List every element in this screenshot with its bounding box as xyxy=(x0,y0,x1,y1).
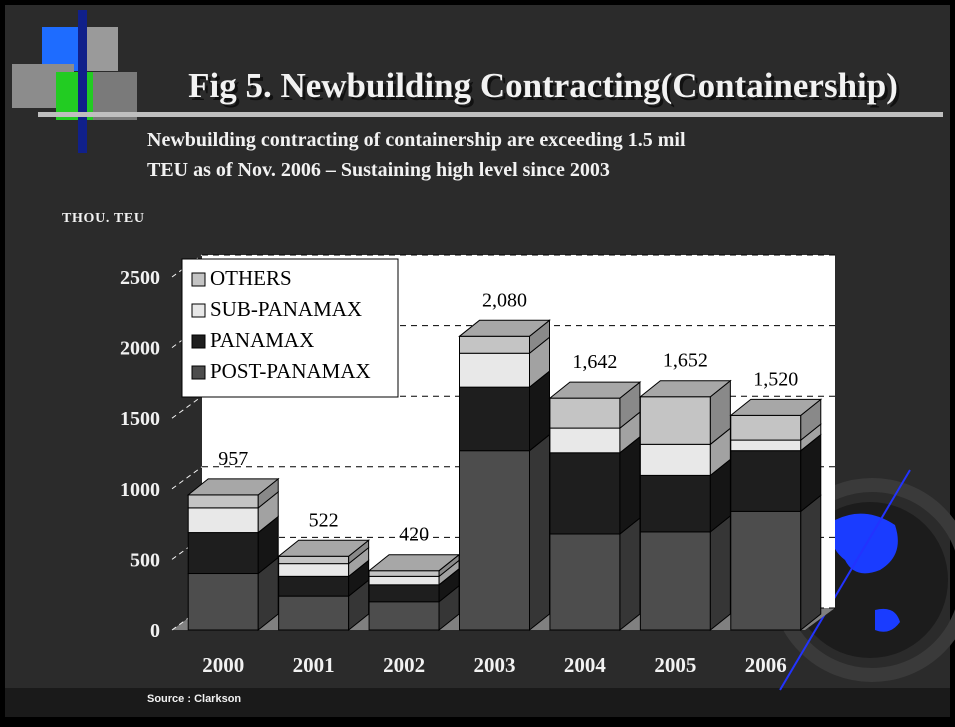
x-tick-label: 2000 xyxy=(202,653,244,677)
bar-side xyxy=(529,433,550,632)
chart-title: Fig 5. Newbuilding Contracting(Container… xyxy=(188,66,898,105)
bar-segment xyxy=(368,584,440,603)
bar-segment xyxy=(549,397,621,429)
legend-swatch xyxy=(191,334,206,349)
grid-diagonal xyxy=(171,395,203,419)
bar-segment xyxy=(730,439,802,452)
bar-segment xyxy=(459,335,530,354)
bar-segment xyxy=(730,510,802,631)
x-tick-label: 2004 xyxy=(564,653,607,677)
legend-swatch xyxy=(191,272,206,287)
total-label: 420 xyxy=(399,524,429,546)
legend-swatch xyxy=(191,303,206,318)
bar-segment xyxy=(278,555,350,565)
bar-segment xyxy=(278,563,350,577)
bar-segment xyxy=(639,443,711,476)
y-axis-label: THOU. TEU xyxy=(62,211,144,226)
globe-land xyxy=(831,513,898,574)
bar-top xyxy=(458,319,551,337)
y-tick-label: 2000 xyxy=(120,338,160,360)
plot: 0 500 1000 1500 2000 2500 957 2000 522 2001 420 200… xyxy=(120,254,835,677)
bar-segment xyxy=(459,352,530,388)
legend-box xyxy=(181,258,399,398)
legend-label: POST-PANAMAX xyxy=(210,359,371,383)
bar-segment xyxy=(730,450,802,512)
bar-segment xyxy=(549,533,621,631)
bar-top xyxy=(277,539,371,557)
x-tick-label: 2002 xyxy=(383,653,425,677)
bar-side xyxy=(619,516,641,632)
legend-label: OTHERS xyxy=(210,266,292,290)
bar-segment xyxy=(368,575,440,586)
legend-label: PANAMAX xyxy=(210,328,314,352)
bar-top xyxy=(548,381,642,399)
title-rule xyxy=(38,112,943,117)
bar-side xyxy=(800,494,822,632)
bar-segment xyxy=(368,570,440,577)
globe-land xyxy=(875,608,900,632)
x-tick-label: 2005 xyxy=(654,653,696,677)
bar-segment xyxy=(549,452,621,535)
x-tick-label: 2006 xyxy=(745,653,787,677)
title-shadow: Fig 5. Newbuilding Contracting(Container… xyxy=(191,69,901,108)
bar-segment xyxy=(459,450,530,631)
subtitle: Newbuilding contracting of containership… xyxy=(147,129,686,151)
bar-segment xyxy=(639,396,711,445)
bar-top xyxy=(638,380,732,398)
bar-segment xyxy=(278,575,350,597)
bar-segment xyxy=(549,427,621,454)
total-label: 2,080 xyxy=(482,289,527,311)
legend-label: SUB-PANAMAX xyxy=(210,297,362,321)
globe-axis xyxy=(779,469,911,691)
y-tick-label: 2500 xyxy=(120,267,160,289)
bar-segment xyxy=(187,494,259,509)
bar-segment xyxy=(730,414,802,441)
deco-square xyxy=(42,27,78,71)
deco-bar xyxy=(78,10,87,153)
deco-square xyxy=(84,27,118,71)
y-tick-label: 1500 xyxy=(120,408,160,430)
y-tick-label: 0 xyxy=(150,620,160,642)
bar-segment xyxy=(459,386,530,452)
footer-band xyxy=(5,688,950,717)
bar-segment xyxy=(639,531,711,631)
bar-segment xyxy=(639,474,711,533)
total-label: 522 xyxy=(309,509,339,531)
bar-segment xyxy=(368,601,440,631)
bar-segment xyxy=(278,595,350,631)
bar-segment xyxy=(187,573,259,631)
bar-top xyxy=(729,398,823,416)
bar-top xyxy=(186,478,280,496)
bar-side xyxy=(709,514,731,632)
x-tick-label: 2003 xyxy=(474,653,516,677)
total-label: 957 xyxy=(218,448,248,470)
legend-swatch xyxy=(191,365,206,380)
bar-segment xyxy=(187,532,259,575)
bar-side xyxy=(619,435,641,536)
y-tick-label: 500 xyxy=(130,549,160,571)
bar-segment xyxy=(187,507,259,534)
total-label: 1,652 xyxy=(663,350,708,372)
y-tick-label: 1000 xyxy=(120,479,160,501)
source: Source : Clarkson xyxy=(147,693,241,705)
total-label: 1,520 xyxy=(753,368,798,390)
total-label: 1,642 xyxy=(572,351,617,373)
grid-diagonal xyxy=(171,466,203,490)
subtitle: TEU as of Nov. 2006 – Sustaining high le… xyxy=(147,159,610,181)
x-tick-label: 2001 xyxy=(293,653,335,677)
